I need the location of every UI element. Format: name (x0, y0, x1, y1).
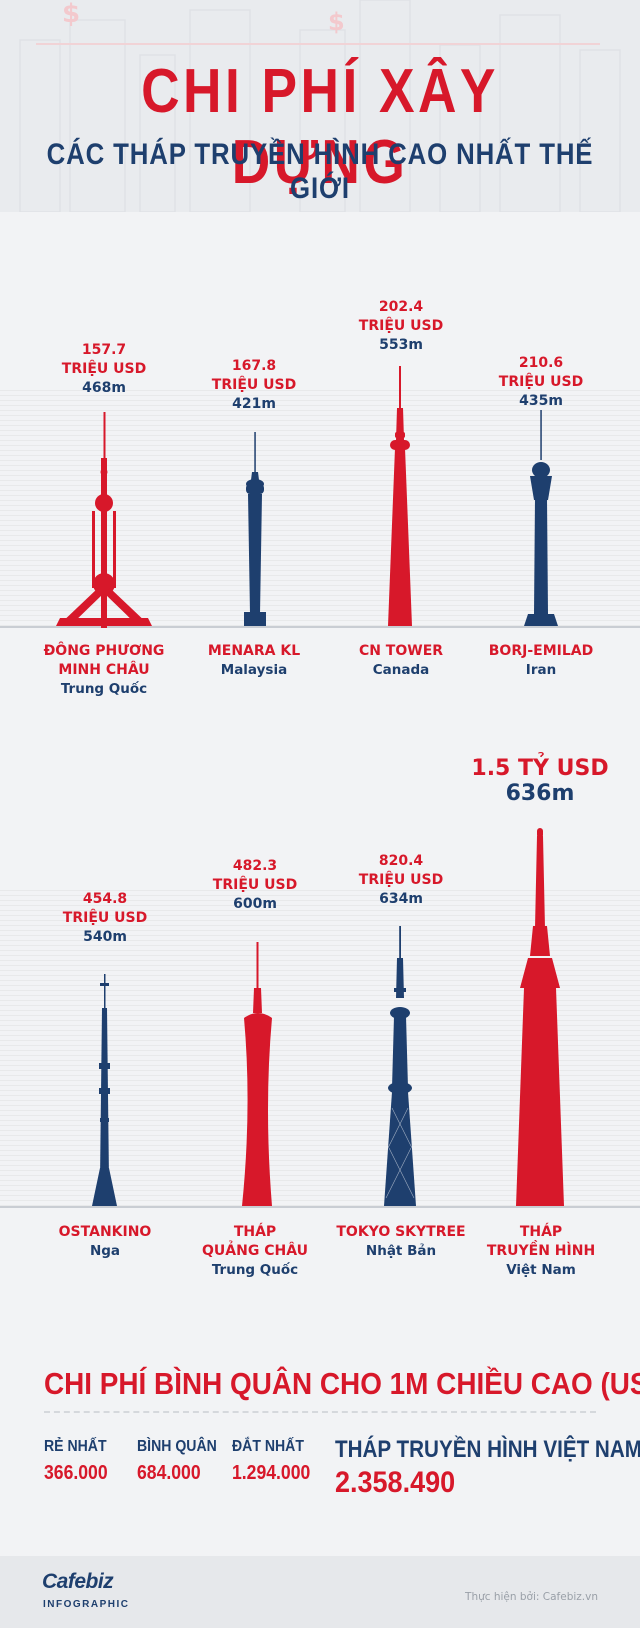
tower-height: 468m (82, 380, 126, 396)
tower-name: ĐÔNG PHƯƠNG (43, 643, 165, 659)
tower-label-cn-tower: CN TOWER Canada (326, 642, 476, 680)
cafebiz-logo: Cafebiz (42, 1570, 114, 1593)
tower-card-vietnam: 1.5 TỶ USD 636m (440, 756, 640, 806)
tower-country: Trung Quốc (211, 1262, 299, 1278)
tower-height: 634m (379, 891, 423, 907)
city-skyline-icon: $ $ (19, 0, 621, 212)
tower-height: 636m (505, 781, 575, 806)
stat-cheapest: RẺ NHẤT 366.000 (44, 1438, 116, 1485)
ostankino-tower-icon (92, 974, 117, 1206)
canton-tower-icon (242, 942, 272, 1206)
tower-label-menara-kl: MENARA KL Malaysia (179, 642, 329, 680)
vn-tower-value: 2.358.490 (335, 1466, 456, 1499)
stat-average: BÌNH QUÂN 684.000 (137, 1438, 228, 1485)
tower-cost-unit: TRIỆU USD (61, 361, 147, 377)
tower-cost: 202.4 (378, 299, 424, 315)
tower-country: Trung Quốc (60, 681, 148, 697)
tower-cost-unit: TRIỆU USD (211, 377, 297, 393)
tower-country: Malaysia (220, 662, 288, 678)
footer (0, 1556, 640, 1628)
tokyo-skytree-icon (384, 926, 416, 1206)
baseline-row1 (0, 626, 640, 628)
tower-cost-unit: TRIỆU USD (62, 910, 148, 926)
vn-tower-label: THÁP TRUYỀN HÌNH VIỆT NAM (335, 1436, 640, 1463)
svg-text:$: $ (328, 8, 345, 36)
tower-name: TOKYO SKYTREE (336, 1224, 466, 1240)
cn-tower-icon (388, 366, 412, 626)
towers-row2 (92, 828, 564, 1206)
tower-cost-unit: TRIỆU USD (212, 877, 298, 893)
stat-value: 684.000 (137, 1462, 201, 1484)
tower-cost: 210.6 (518, 355, 564, 371)
baseline-row2 (0, 1206, 640, 1208)
tower-country: Canada (372, 662, 430, 678)
tower-cost-unit: TRIỆU USD (358, 872, 444, 888)
tower-cost: 454.8 (82, 891, 128, 907)
page-subtitle: CÁC THÁP TRUYỀN HÌNH CAO NHẤT THẾ GIỚI (46, 138, 594, 205)
tower-name: MENARA KL (207, 643, 301, 659)
tower-cost-unit: TRIỆU USD (498, 374, 584, 390)
stat-most-expensive: ĐẮT NHẤT 1.294.000 (232, 1438, 321, 1485)
tower-country: Nga (89, 1243, 121, 1259)
tower-card-dong-phuong: 157.7 TRIỆU USD 468m (29, 341, 179, 398)
tower-name: CN TOWER (358, 643, 444, 659)
tower-country: Nhật Bản (365, 1243, 437, 1259)
tower-height: 600m (233, 896, 277, 912)
tower-card-canton: 482.3 TRIỆU USD 600m (180, 857, 330, 914)
per-meter-title: CHI PHÍ BÌNH QUÂN CHO 1M CHIỀU CAO (USD) (44, 1366, 640, 1401)
tower-cost: 820.4 (378, 853, 424, 869)
tower-height: 435m (519, 393, 563, 409)
tower-cost: 167.8 (231, 358, 277, 374)
tower-height: 421m (232, 396, 276, 412)
tower-name-line2: MINH CHÂU (58, 662, 150, 678)
oriental-pearl-tower-icon (56, 412, 152, 628)
tower-label-skytree: TOKYO SKYTREE Nhật Bản (326, 1223, 476, 1261)
tower-name: THÁP (233, 1224, 277, 1240)
tower-name: THÁP (519, 1224, 563, 1240)
tower-name: BORJ-EMILAD (488, 643, 594, 659)
page-title: CHI PHÍ XÂY DỰNG (141, 57, 499, 197)
tower-card-menara-kl: 167.8 TRIỆU USD 421m (179, 357, 329, 414)
tower-country: Iran (525, 662, 557, 678)
stat-vietnam: THÁP TRUYỀN HÌNH VIỆT NAM 2.358.490 (335, 1436, 640, 1500)
stat-label: RẺ NHẤT (44, 1438, 107, 1455)
tower-name: OSTANKINO (58, 1224, 152, 1240)
borj-milad-tower-icon (524, 410, 558, 626)
tower-height: 540m (83, 929, 127, 945)
tower-card-ostankino: 454.8 TRIỆU USD 540m (30, 890, 180, 947)
tower-card-skytree: 820.4 TRIỆU USD 634m (326, 852, 476, 909)
tower-label-dong-phuong: ĐÔNG PHƯƠNG MINH CHÂU Trung Quốc (29, 642, 179, 699)
tower-name-line2: TRUYỀN HÌNH (486, 1243, 596, 1259)
tower-card-borj-milad: 210.6 TRIỆU USD 435m (466, 354, 616, 411)
logo-subtitle: INFOGRAPHIC (43, 1599, 130, 1610)
skytree-lattice (385, 1107, 415, 1199)
tower-cost: 482.3 (232, 858, 278, 874)
stat-value: 366.000 (44, 1462, 108, 1484)
tower-cost: 157.7 (81, 342, 127, 358)
towers-row1 (56, 366, 558, 628)
stat-label: BÌNH QUÂN (137, 1438, 217, 1455)
tower-label-ostankino: OSTANKINO Nga (30, 1223, 180, 1261)
menara-kl-tower-icon (244, 432, 266, 626)
svg-text:$: $ (62, 0, 80, 29)
credit-text: Thực hiện bởi: Cafebiz.vn (465, 1591, 598, 1603)
section-divider (44, 1411, 596, 1413)
stat-value: 1.294.000 (232, 1462, 311, 1484)
tower-label-vietnam: THÁP TRUYỀN HÌNH Việt Nam (466, 1223, 616, 1280)
tower-height: 553m (379, 337, 423, 353)
vietnam-tv-tower-icon (516, 828, 564, 1206)
tower-country: Việt Nam (506, 1262, 576, 1278)
tower-cost: 1.5 TỶ USD (471, 756, 609, 781)
header-banner: $ $ (0, 0, 640, 212)
tower-name-line2: QUẢNG CHÂU (202, 1243, 308, 1259)
tower-card-cn-tower: 202.4 TRIỆU USD 553m (326, 298, 476, 355)
tower-cost-unit: TRIỆU USD (358, 318, 444, 334)
stat-label: ĐẮT NHẤT (232, 1438, 304, 1455)
tower-label-borj-milad: BORJ-EMILAD Iran (466, 642, 616, 680)
tower-label-canton: THÁP QUẢNG CHÂU Trung Quốc (180, 1223, 330, 1280)
